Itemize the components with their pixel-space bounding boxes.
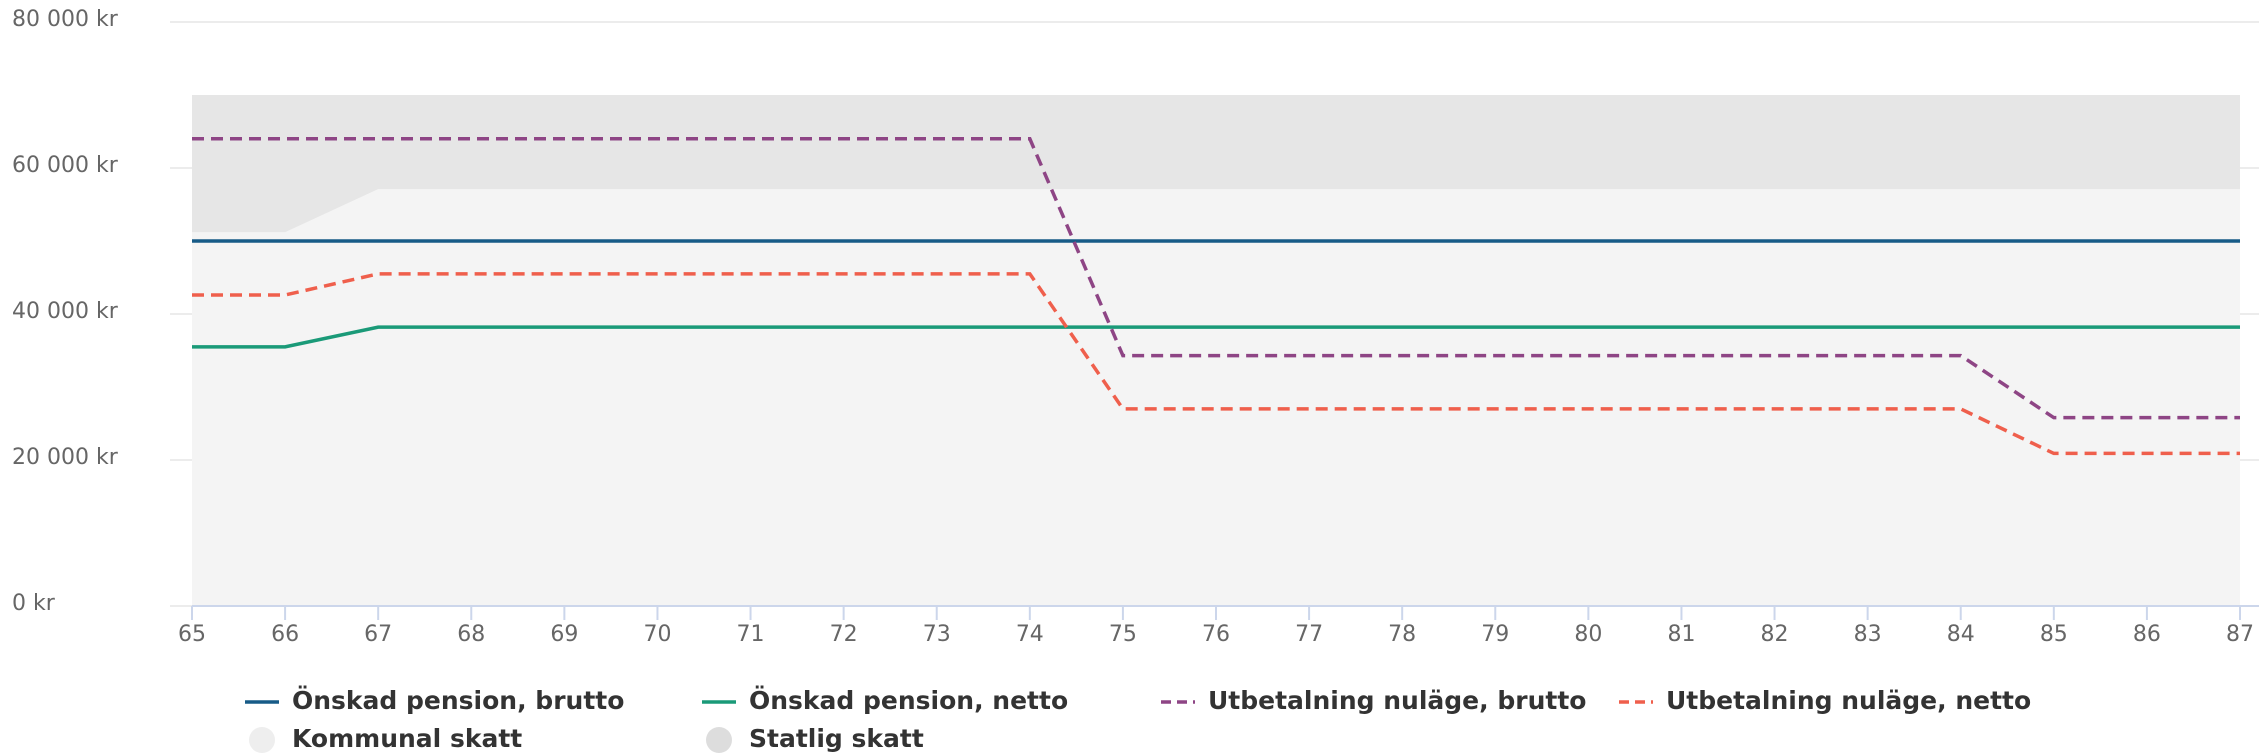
x-tick-label: 77 xyxy=(1295,622,1323,647)
legend-label: Utbetalning nuläge, brutto xyxy=(1208,686,1586,715)
x-tick-label: 70 xyxy=(643,622,671,647)
x-tick-label: 80 xyxy=(1574,622,1602,647)
legend-symbol xyxy=(249,727,275,753)
x-tick-label: 84 xyxy=(1947,622,1975,647)
x-tick-label: 72 xyxy=(830,622,858,647)
x-tick-label: 66 xyxy=(271,622,299,647)
legend-label: Statlig skatt xyxy=(749,724,924,753)
y-tick-label: 0 kr xyxy=(12,591,56,616)
area xyxy=(192,95,2240,233)
legend-item: Statlig skatt xyxy=(706,724,924,753)
y-tick-label: 40 000 kr xyxy=(12,299,119,324)
series-line xyxy=(192,272,2240,456)
x-tick-label: 65 xyxy=(178,622,206,647)
x-tick-label: 82 xyxy=(1761,622,1789,647)
x-tick-label: 68 xyxy=(457,622,485,647)
legend-item: Kommunal skatt xyxy=(249,724,522,753)
x-tick-label: 87 xyxy=(2226,622,2254,647)
x-tick-label: 81 xyxy=(1667,622,1695,647)
legend-symbol xyxy=(706,727,732,753)
x-tick-label: 76 xyxy=(1202,622,1230,647)
x-tick-label: 79 xyxy=(1481,622,1509,647)
x-tick-label: 67 xyxy=(364,622,392,647)
legend-item: Utbetalning nuläge, brutto xyxy=(1161,686,1586,715)
x-tick-label: 83 xyxy=(1854,622,1882,647)
y-tick-label: 20 000 kr xyxy=(12,445,119,470)
legend-item: Utbetalning nuläge, netto xyxy=(1619,686,2031,715)
legend-label: Utbetalning nuläge, netto xyxy=(1666,686,2031,715)
legend-item: Önskad pension, brutto xyxy=(245,685,624,715)
legend-item: Önskad pension, netto xyxy=(702,685,1068,715)
x-tick-label: 75 xyxy=(1109,622,1137,647)
x-tick-label: 73 xyxy=(923,622,951,647)
series-line xyxy=(192,137,2240,420)
legend-label: Önskad pension, brutto xyxy=(292,685,624,715)
x-tick-label: 85 xyxy=(2040,622,2068,647)
legend-label: Önskad pension, netto xyxy=(749,685,1068,715)
x-tick-label: 86 xyxy=(2133,622,2161,647)
y-tick-label: 80 000 kr xyxy=(12,7,119,32)
x-tick-label: 74 xyxy=(1016,622,1044,647)
x-tick-label: 78 xyxy=(1388,622,1416,647)
series-line xyxy=(192,325,2240,349)
y-tick-label: 60 000 kr xyxy=(12,153,119,178)
legend-label: Kommunal skatt xyxy=(292,724,522,753)
x-tick-label: 69 xyxy=(550,622,578,647)
area xyxy=(192,189,2240,607)
x-tick-label: 71 xyxy=(737,622,765,647)
